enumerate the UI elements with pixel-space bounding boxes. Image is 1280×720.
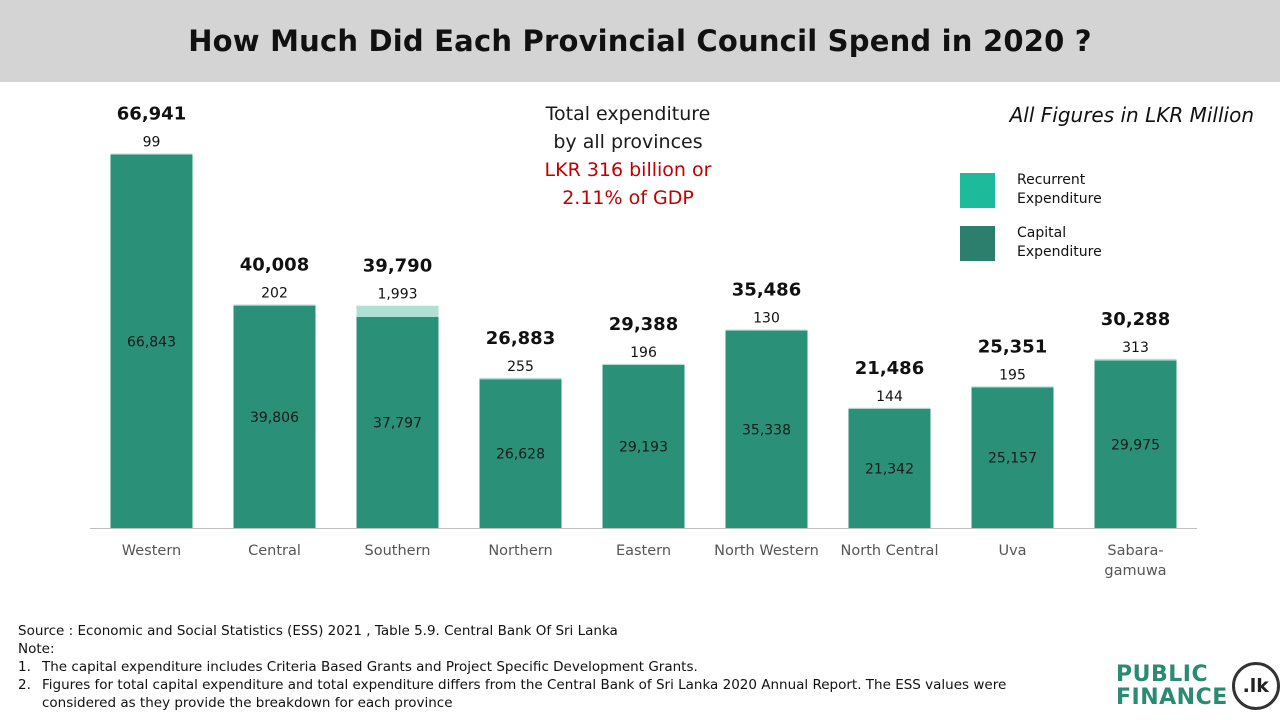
legend-swatch-recurrent [960,172,995,208]
category-label-8-1: gamuwa [1104,563,1166,579]
label-capital-7: 25,157 [988,451,1037,467]
logo-line-1: PUBLIC [1116,662,1209,687]
publicfinance-logo: PUBLIC FINANCE .lk [1116,662,1280,710]
label-capital-2: 37,797 [373,415,422,431]
category-label-1: Central [248,543,301,559]
label-recurrent-4: 196 [630,345,657,361]
total-line-4: 2.11% of GDP [562,187,694,209]
bar-capital-5 [725,330,808,528]
units-note: All Figures in LKR Million [1009,103,1254,127]
note-1: 1. The capital expenditure includes Crit… [18,658,1042,676]
category-label-8-0: Sabara- [1107,543,1163,559]
footer: Source : Economic and Social Statistics … [18,622,1042,712]
bar-capital-2 [356,316,439,528]
bar-recurrent-1 [233,304,316,306]
label-capital-3: 26,628 [496,447,545,463]
label-capital-8: 29,975 [1111,437,1160,453]
label-total-4: 29,388 [609,314,678,335]
category-label-0: Western [122,543,181,559]
total-expenditure-callout: Total expenditure by all provinces LKR 3… [478,100,778,212]
bar-capital-6 [848,408,931,528]
label-recurrent-5: 130 [753,311,780,327]
legend-label-recurrent: Recurrent Expenditure [1017,172,1102,207]
label-capital-5: 35,338 [742,422,791,438]
label-total-5: 35,486 [732,280,801,301]
bar-recurrent-0 [110,153,193,155]
note-2: 2. Figures for total capital expenditure… [18,676,1042,712]
total-line-3: LKR 316 billion or [544,159,712,181]
note-label: Note: [18,641,55,657]
label-capital-6: 21,342 [865,461,914,477]
category-label-7: Uva [998,543,1026,559]
label-recurrent-7: 195 [999,367,1026,383]
label-recurrent-2: 1,993 [377,287,417,303]
bar-recurrent-7 [971,386,1054,388]
legend-swatch-capital [960,225,995,261]
label-recurrent-3: 255 [507,359,534,375]
label-recurrent-0: 99 [143,135,161,151]
total-line-2: by all provinces [553,131,703,153]
legend-capital: Capital Expenditure [960,224,1102,262]
label-capital-4: 29,193 [619,439,668,455]
note-1-text: The capital expenditure includes Criteri… [42,659,698,675]
bar-recurrent-4 [602,363,685,365]
bar-recurrent-5 [725,329,808,331]
title-bar: How Much Did Each Provincial Council Spe… [0,0,1280,82]
page-title: How Much Did Each Provincial Council Spe… [188,24,1092,58]
bar-capital-8 [1094,360,1177,528]
label-capital-1: 39,806 [250,410,299,426]
bar-recurrent-3 [479,377,562,380]
label-recurrent-8: 313 [1122,340,1149,356]
bar-capital-4 [602,364,685,528]
logo-line-2: FINANCE [1116,685,1228,710]
label-total-2: 39,790 [363,256,432,277]
category-label-5: North Western [714,543,819,559]
bar-capital-0 [110,154,193,528]
label-total-7: 25,351 [978,336,1047,357]
bar-recurrent-8 [1094,358,1177,361]
bar-capital-1 [233,305,316,528]
note-2-text: Figures for total capital expenditure an… [42,677,1007,711]
stacked-bar-chart: 66,843 99 66,941 Western 39,806 202 40,008 Cent… [90,104,1197,579]
label-capital-0: 66,843 [127,334,176,350]
note-1-number: 1. [18,659,31,675]
category-label-4: Eastern [616,543,671,559]
label-recurrent-1: 202 [261,285,288,301]
legend-recurrent: Recurrent Expenditure [960,171,1102,209]
total-line-1: Total expenditure [545,103,711,125]
source-line: Source : Economic and Social Statistics … [18,623,618,639]
bar-capital-7 [971,387,1054,528]
label-total-1: 40,008 [240,254,309,275]
category-label-3: Northern [488,543,552,559]
label-total-8: 30,288 [1101,309,1170,330]
label-total-6: 21,486 [855,358,924,379]
bar-recurrent-6 [848,407,931,409]
label-total-0: 66,941 [117,104,186,125]
bar-recurrent-2 [356,305,439,317]
bar-capital-3 [479,379,562,528]
logo-wordmark: PUBLIC FINANCE [1116,663,1228,709]
label-recurrent-6: 144 [876,389,903,405]
category-label-2: Southern [365,543,431,559]
logo-badge: .lk [1231,662,1280,710]
label-total-3: 26,883 [486,328,555,349]
note-2-number: 2. [18,677,31,693]
category-label-6: North Central [841,543,939,559]
legend-label-capital: Capital Expenditure [1017,225,1102,260]
